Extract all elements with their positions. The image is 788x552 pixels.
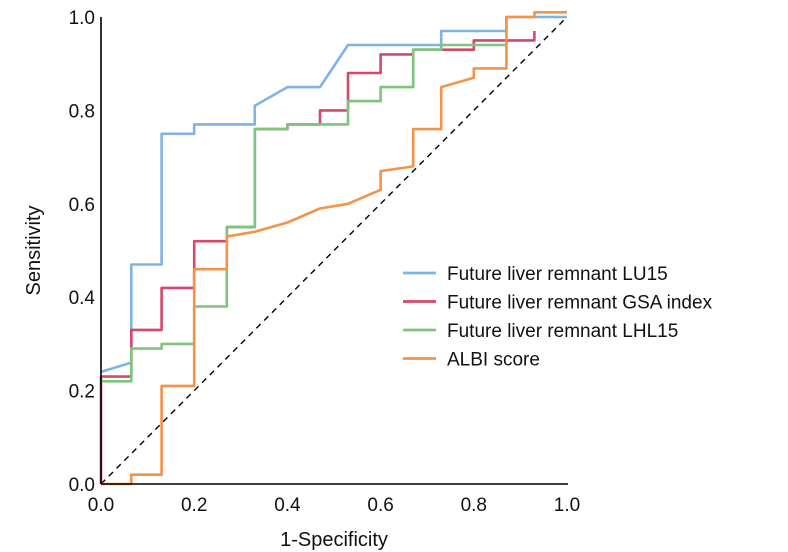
legend-label-1: Future liver remnant LU15 bbox=[447, 264, 668, 285]
y-tick-label: 0.0 bbox=[69, 475, 95, 496]
legend-label-4: ALBI score bbox=[447, 350, 540, 371]
x-tick-label: 0.4 bbox=[274, 495, 301, 516]
legend-label-3: Future liver remnant LHL15 bbox=[447, 321, 678, 342]
series-line-1 bbox=[100, 15, 567, 374]
y-tick-label: 0.2 bbox=[69, 382, 95, 403]
series-line-4 bbox=[101, 11, 567, 486]
y-tick-label: 0.6 bbox=[69, 195, 95, 216]
y-tick-label: 0.8 bbox=[69, 101, 95, 122]
x-tick-label: 1.0 bbox=[554, 495, 580, 516]
series-layer bbox=[99, 11, 567, 486]
legend: Future liver remnant LU15 Future liver re… bbox=[403, 264, 713, 371]
legend-label-2: Future liver remnant GSA index bbox=[447, 293, 713, 314]
x-axis-ticks: 0.0 0.2 0.4 0.6 0.8 1.0 bbox=[88, 495, 580, 516]
y-tick-label: 0.4 bbox=[69, 288, 96, 309]
y-axis-ticks: 0.0 0.2 0.4 0.6 0.8 1.0 bbox=[69, 8, 96, 496]
y-tick-label: 1.0 bbox=[69, 8, 95, 29]
series-line-3 bbox=[101, 40, 508, 383]
reference-diagonal-line bbox=[100, 16, 568, 485]
series-line-2 bbox=[99, 31, 536, 484]
x-tick-label: 0.0 bbox=[88, 495, 114, 516]
y-axis-label: Sensitivity bbox=[23, 205, 45, 295]
x-tick-label: 0.2 bbox=[181, 495, 207, 516]
plot-area bbox=[99, 11, 568, 486]
x-tick-label: 0.8 bbox=[461, 495, 487, 516]
x-axis-label: 1-Specificity bbox=[280, 529, 388, 551]
x-tick-label: 0.6 bbox=[367, 495, 393, 516]
